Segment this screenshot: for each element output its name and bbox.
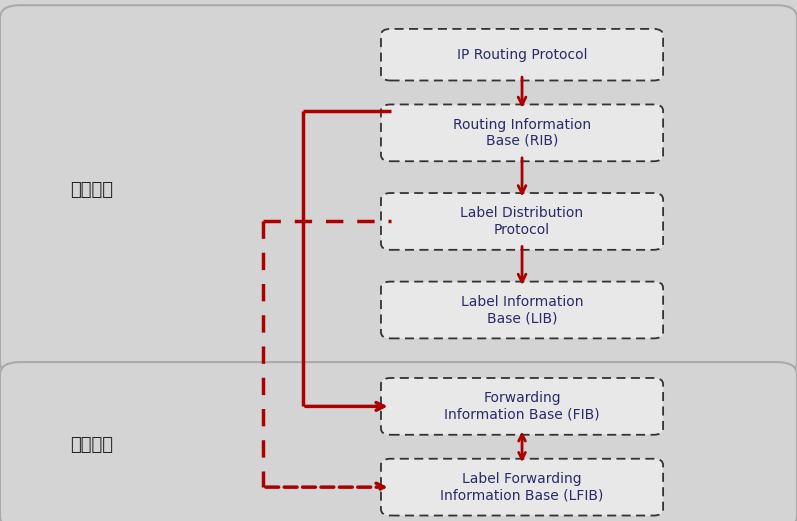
- Text: Label Distribution
Protocol: Label Distribution Protocol: [461, 206, 583, 237]
- Text: IP Routing Protocol: IP Routing Protocol: [457, 48, 587, 61]
- FancyBboxPatch shape: [381, 281, 663, 339]
- Text: Routing Information
Base (RIB): Routing Information Base (RIB): [453, 118, 591, 148]
- FancyBboxPatch shape: [0, 5, 797, 375]
- FancyBboxPatch shape: [0, 362, 797, 521]
- FancyBboxPatch shape: [381, 193, 663, 250]
- FancyBboxPatch shape: [381, 378, 663, 435]
- Text: Forwarding
Information Base (FIB): Forwarding Information Base (FIB): [444, 391, 600, 421]
- Text: 转发平面: 转发平面: [70, 437, 113, 454]
- FancyBboxPatch shape: [381, 459, 663, 516]
- FancyBboxPatch shape: [381, 29, 663, 80]
- Text: 控制平面: 控制平面: [70, 181, 113, 199]
- Text: Label Information
Base (LIB): Label Information Base (LIB): [461, 295, 583, 325]
- FancyBboxPatch shape: [381, 105, 663, 162]
- Text: Label Forwarding
Information Base (LFIB): Label Forwarding Information Base (LFIB): [441, 472, 603, 502]
